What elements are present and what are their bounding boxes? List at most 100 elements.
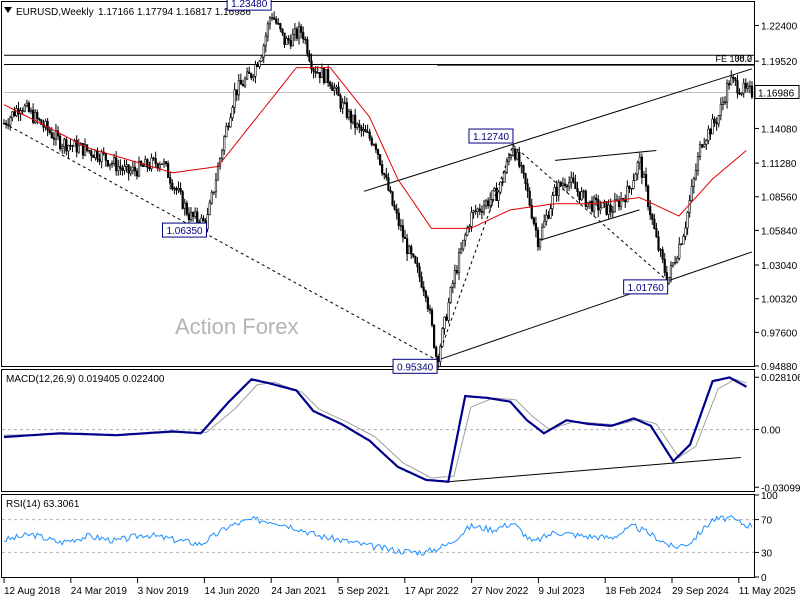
candle-body [395, 208, 398, 214]
candle-body [728, 83, 731, 86]
candle-body [451, 282, 454, 288]
candle-body [482, 205, 486, 213]
candle-body [229, 117, 232, 128]
candle-body [565, 185, 569, 188]
candle-body [243, 78, 247, 87]
candle-body [682, 236, 685, 245]
candle-body [698, 144, 702, 157]
candle-body [362, 129, 365, 132]
candle-body [628, 185, 631, 189]
candle-body [653, 218, 656, 229]
chart-ohlc: 1.17166 1.17794 1.16817 1.16986 [98, 7, 251, 18]
candle-body [381, 164, 384, 174]
candle-body [364, 129, 367, 133]
candle-body [545, 215, 548, 222]
candle-body [609, 204, 612, 213]
price-tick-label: 1.22400 [761, 22, 798, 33]
level-label: 38.2 [734, 53, 752, 63]
candle-body [358, 123, 361, 128]
candle-body [709, 128, 712, 135]
candle-body [75, 140, 78, 153]
candle-body [231, 107, 234, 119]
candle-body [225, 125, 228, 138]
candle-body [187, 213, 191, 221]
candle-body [405, 238, 409, 255]
candle-body [40, 119, 43, 126]
macd-line [3, 376, 747, 483]
macd-tick-label: 0.00 [761, 426, 781, 437]
candle-body [588, 200, 592, 203]
candle-body [509, 155, 513, 159]
candle-body [148, 166, 151, 170]
candle-body [478, 208, 481, 212]
candle-body [526, 183, 529, 192]
candle-body [719, 104, 722, 116]
candle-body [524, 173, 527, 185]
candle-body [723, 101, 727, 104]
candle-body [69, 144, 72, 147]
candle-body [657, 236, 660, 251]
candle-body [113, 157, 116, 164]
candle-body [179, 188, 182, 192]
candle-body [422, 286, 425, 292]
candle-body [707, 128, 710, 141]
macd-tick-label: 0.028106 [761, 373, 800, 384]
candle-body [194, 211, 197, 217]
candle-body [663, 258, 666, 273]
swing-label-box [161, 222, 207, 238]
moving-average-line [3, 67, 747, 229]
time-tick-label: 24 Jan 2021 [271, 586, 326, 597]
candle-body [316, 72, 319, 74]
time-tick-label: 17 Apr 2022 [405, 586, 459, 597]
candle-body [705, 140, 708, 145]
level-label: FE 100.0 [715, 54, 752, 64]
macd-axis: 0.028106 0.00 -0.03099 [2, 373, 800, 494]
candle-body [258, 60, 261, 67]
time-tick-label: 9 Jul 2023 [538, 586, 585, 597]
candle-body [725, 83, 729, 103]
candle-body [302, 32, 305, 40]
candle-body [181, 191, 184, 209]
candle-body [644, 174, 648, 187]
swing-label-box [623, 279, 669, 295]
candle-body [505, 161, 508, 173]
candle-body [460, 248, 463, 254]
candle-body [626, 185, 629, 203]
candle-body [38, 118, 41, 121]
candle-body [640, 156, 643, 178]
candle-body [586, 202, 589, 207]
candle-body [561, 183, 565, 186]
triangle-down-icon [4, 7, 12, 13]
candle-body [595, 197, 598, 200]
candle-body [634, 173, 637, 181]
candle-body [568, 181, 571, 188]
candle-body [300, 26, 303, 33]
candle-body [2, 122, 6, 125]
candle-body [287, 38, 290, 41]
chart-symbol: EURUSD,Weekly [16, 7, 94, 18]
candle-body [397, 212, 400, 226]
candle-body [744, 82, 747, 89]
candle-body [638, 156, 641, 163]
price-tick-label: 1.03040 [761, 261, 798, 272]
candle-body [649, 206, 652, 216]
candle-body [347, 110, 351, 118]
candle-body [520, 165, 523, 167]
candle-body [372, 144, 375, 146]
candle-body [94, 150, 97, 158]
candle-body [52, 137, 55, 140]
candle-body [412, 253, 415, 257]
candle-body [137, 161, 141, 177]
candle-body [156, 163, 159, 169]
candle-body [732, 76, 735, 79]
candle-body [470, 212, 473, 227]
candle-body [264, 35, 267, 47]
rsi-tick-label: 100 [761, 491, 778, 502]
candle-body [472, 210, 475, 213]
candle-body [335, 86, 338, 89]
candle-body [507, 157, 511, 162]
candle-body [104, 153, 107, 161]
candle-body [530, 204, 533, 219]
candle-body [435, 347, 438, 357]
candle-body [424, 290, 427, 298]
